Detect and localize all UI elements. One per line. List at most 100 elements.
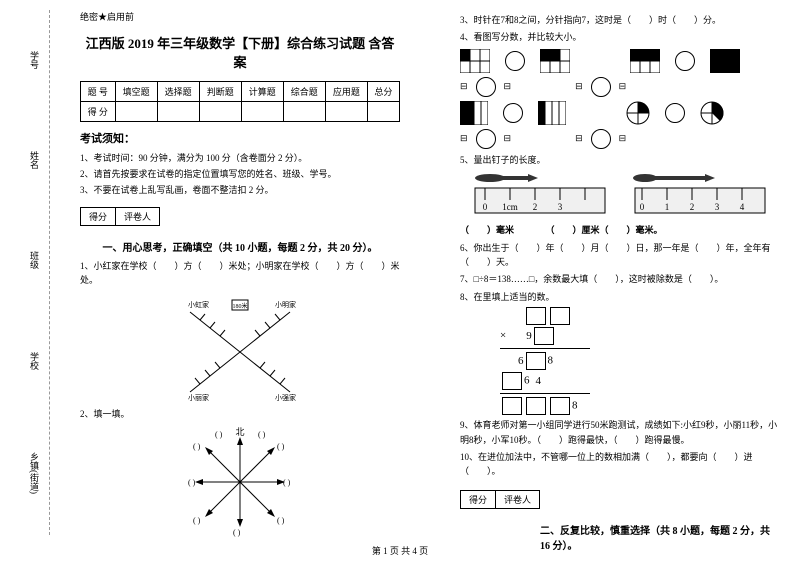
svg-text:( ): ( ) — [215, 430, 223, 439]
fraction-labels: ⊟⊟ ⊟⊟ — [460, 77, 780, 97]
svg-text:1: 1 — [665, 202, 670, 212]
section-title: 一、用心思考，正确填空（共 10 小题，每题 2 分，共 20 分）。 — [80, 239, 400, 254]
grader-label: 评卷人 — [496, 491, 539, 508]
question-9: 9、体育老师对第一小组同学进行50米跑测试，成绩如下:小红9秒，小丽11秒，小明… — [460, 418, 780, 447]
score-table: 题 号 填空题 选择题 判断题 计算题 综合题 应用题 总分 得 分 — [80, 81, 400, 122]
cross-diagram: 180米 小虹家 小明家 小丽家 小强家 — [80, 292, 400, 402]
compass-svg: 北 ( ) ( ) ( ) ( ) ( ) ( ) ( ) ( ) ( ) — [185, 427, 295, 537]
question-5: 5、量出钉子的长度。 — [460, 153, 780, 167]
binding-label: 乡镇(街道) — [28, 452, 41, 494]
svg-text:( ): ( ) — [283, 478, 291, 487]
svg-text:180米: 180米 — [232, 302, 247, 310]
question-7: 7、□÷8＝138……□，余数最大填（ ），这时被除数是（ ）。 — [460, 272, 780, 286]
fraction-labels: ⊟⊟ ⊟⊟ — [460, 129, 780, 149]
table-row: 得 分 — [81, 102, 400, 122]
fraction-grid-icon — [540, 49, 570, 73]
fraction-grid-icon — [630, 49, 660, 73]
svg-text:2: 2 — [690, 202, 695, 212]
calc-block: ×9 68 64 8 — [500, 307, 780, 415]
binding-label: 学校 — [28, 352, 41, 370]
calc-box — [550, 397, 570, 415]
secrecy-tag: 绝密★启用前 — [80, 10, 400, 23]
calc-box — [526, 397, 546, 415]
page-footer: 第 1 页 共 4 页 — [0, 544, 800, 557]
th: 应用题 — [325, 82, 367, 102]
binding-label: 班级 — [28, 251, 41, 269]
fraction-circle-icon — [700, 101, 724, 125]
q5-answer-line: （ ）毫米 （ ）厘米（ ）毫米。 — [460, 223, 780, 237]
th: 填空题 — [115, 82, 157, 102]
svg-text:1cm: 1cm — [502, 202, 518, 212]
page-container: 绝密★启用前 江西版 2019 年三年级数学【下册】综合练习试题 含答案 题 号… — [0, 0, 800, 567]
num: 9 — [526, 330, 532, 342]
question-10: 10、在进位加法中，不管哪一位上的数相加满（ ），都要向（ ）进（ ）。 — [460, 450, 780, 479]
question-6: 6、你出生于（ ）年（ ）月（ ）日，那一年是（ ）年，全年有（ ）天。 — [460, 241, 780, 270]
notice-title: 考试须知： — [80, 130, 400, 146]
num: 4 — [536, 375, 542, 387]
fraction-grid-icon — [460, 49, 490, 73]
svg-text:0: 0 — [483, 202, 488, 212]
th: 综合题 — [283, 82, 325, 102]
left-column: 绝密★启用前 江西版 2019 年三年级数学【下册】综合练习试题 含答案 题 号… — [20, 10, 400, 557]
score-box: 得分 评卷人 — [80, 207, 160, 226]
score-label: 得分 — [461, 491, 496, 508]
calc-box — [526, 352, 546, 370]
svg-text:北: 北 — [235, 427, 244, 437]
ruler-2-svg: 0 1 2 3 4 — [630, 170, 770, 220]
compare-circle — [675, 51, 695, 71]
compare-circle — [665, 103, 685, 123]
svg-text:小明家: 小明家 — [275, 300, 296, 309]
calc-box — [534, 327, 554, 345]
question-3: 3、时针在7和8之间，分针指向7，这时是（ ）时（ ）分。 — [460, 13, 780, 27]
fraction-row-1 — [460, 49, 780, 73]
fraction-rect-icon — [460, 101, 488, 125]
fraction-row-2 — [460, 101, 780, 125]
grader-label: 评卷人 — [116, 208, 159, 225]
num: 6 — [518, 355, 524, 367]
th: 判断题 — [199, 82, 241, 102]
notice-item: 2、请首先按要求在试卷的指定位置填写您的姓名、班级、学号。 — [80, 166, 400, 182]
table-row: 题 号 填空题 选择题 判断题 计算题 综合题 应用题 总分 — [81, 82, 400, 102]
num: 8 — [548, 355, 554, 367]
score-box-2: 得分 评卷人 — [460, 490, 540, 509]
svg-text:( ): ( ) — [193, 442, 201, 451]
svg-text:小虹家: 小虹家 — [188, 300, 209, 309]
svg-text:0: 0 — [640, 202, 645, 212]
svg-text:3: 3 — [558, 202, 563, 212]
exam-title: 江西版 2019 年三年级数学【下册】综合练习试题 含答案 — [80, 33, 400, 71]
fraction-circle-icon — [626, 101, 650, 125]
binding-label: 学号 — [28, 51, 41, 69]
binding-strip: 学号 姓名 班级 学校 乡镇(街道) — [20, 10, 50, 535]
svg-text:4: 4 — [740, 202, 745, 212]
svg-text:小丽家: 小丽家 — [188, 393, 209, 402]
notice-item: 3、不要在试卷上乱写乱画，卷面不整洁扣 2 分。 — [80, 182, 400, 198]
th: 题 号 — [81, 82, 116, 102]
svg-text:( ): ( ) — [233, 528, 241, 537]
svg-text:( ): ( ) — [193, 516, 201, 525]
calc-box — [502, 397, 522, 415]
calc-box — [526, 307, 546, 325]
th: 总分 — [367, 82, 399, 102]
row-label: 得 分 — [81, 102, 116, 122]
svg-text:( ): ( ) — [277, 516, 285, 525]
svg-text:( ): ( ) — [188, 478, 196, 487]
svg-text:( ): ( ) — [277, 442, 285, 451]
score-label: 得分 — [81, 208, 116, 225]
fraction-grid-icon — [710, 49, 740, 73]
question-4: 4、看图写分数，并比较大小。 — [460, 30, 780, 44]
calc-box — [550, 307, 570, 325]
svg-text:3: 3 — [715, 202, 720, 212]
svg-text:2: 2 — [533, 202, 538, 212]
svg-text:( ): ( ) — [258, 430, 266, 439]
notice-list: 1、考试时间：90 分钟，满分为 100 分（含卷面分 2 分）。 2、请首先按… — [80, 150, 400, 199]
compare-circle — [503, 103, 523, 123]
fraction-rect-icon — [538, 101, 566, 125]
th: 计算题 — [241, 82, 283, 102]
question-8: 8、在里填上适当的数。 — [460, 290, 780, 304]
th: 选择题 — [157, 82, 199, 102]
binding-label: 姓名 — [28, 151, 41, 169]
cross-roads-svg: 180米 小虹家 小明家 小丽家 小强家 — [170, 292, 310, 402]
question-1: 1、小红家在学校（ ）方（ ）米处；小明家在学校（ ）方（ ）米处。 — [80, 259, 400, 288]
compass-diagram: 北 ( ) ( ) ( ) ( ) ( ) ( ) ( ) ( ) ( ) — [80, 427, 400, 537]
right-column: 3、时针在7和8之间，分针指向7，这时是（ ）时（ ）分。 4、看图写分数，并比… — [420, 10, 780, 557]
